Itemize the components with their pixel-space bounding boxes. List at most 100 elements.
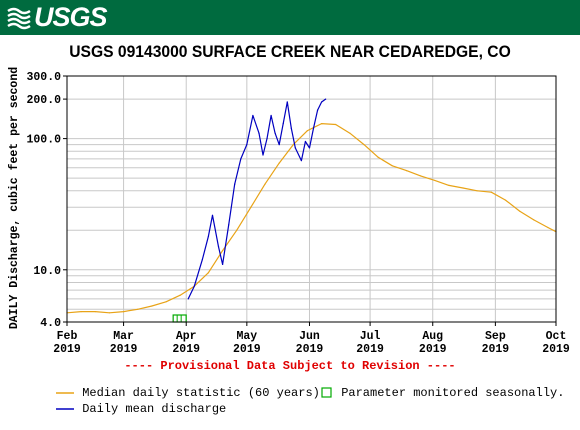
daily-mean-point xyxy=(187,298,189,300)
chart-title: USGS 09143000 SURFACE CREEK NEAR CEDARED… xyxy=(69,42,511,61)
y-tick-label: 100.0 xyxy=(26,134,61,147)
x-tick-label-year: 2019 xyxy=(233,343,261,356)
median-point xyxy=(306,130,309,132)
median-series-line xyxy=(66,122,557,314)
daily-mean-point xyxy=(211,214,214,216)
median-point xyxy=(391,165,393,167)
logo-text: USGS xyxy=(34,2,108,32)
median-point xyxy=(335,123,337,126)
median-point xyxy=(490,191,492,193)
median-point xyxy=(80,311,82,313)
daily-mean-point xyxy=(278,143,280,146)
daily-legend-swatch xyxy=(56,408,74,410)
plot-frame xyxy=(66,75,557,323)
x-tick-label-year: 2019 xyxy=(53,343,81,356)
seasonal-legend-label: Parameter monitored seasonally. xyxy=(341,386,565,400)
median-point xyxy=(278,162,280,164)
daily-mean-point xyxy=(258,132,260,134)
seasonal-legend-swatch xyxy=(321,387,332,398)
daily-legend-label: Daily mean discharge xyxy=(82,402,227,416)
x-tick-label-month: Oct xyxy=(546,330,567,343)
daily-mean-point xyxy=(221,263,224,265)
daily-mean-point xyxy=(240,158,242,160)
daily-mean-point xyxy=(274,132,276,134)
median-point xyxy=(137,308,139,310)
median-legend-swatch xyxy=(56,392,74,394)
median-point xyxy=(533,219,535,221)
daily-mean-point xyxy=(321,101,323,103)
median-point xyxy=(434,179,436,182)
daily-mean-point xyxy=(246,143,248,146)
median-point xyxy=(377,156,379,158)
median-point xyxy=(207,272,210,274)
x-tick-label-year: 2019 xyxy=(419,343,447,356)
daily-mean-point xyxy=(193,285,195,287)
x-tick-label-month: Apr xyxy=(176,330,197,343)
median-point xyxy=(221,250,224,252)
daily-mean-point xyxy=(252,114,254,117)
x-tick-label-year: 2019 xyxy=(296,343,324,356)
daily-mean-point xyxy=(312,127,315,129)
x-tick-label-year: 2019 xyxy=(542,343,570,356)
x-tick-label-month: Aug xyxy=(422,330,443,343)
legend-median: Median daily statistic (60 years) xyxy=(55,386,320,400)
x-tick-label-year: 2019 xyxy=(172,343,200,356)
median-point xyxy=(250,206,252,208)
median-point xyxy=(151,305,153,307)
median-legend-label: Median daily statistic (60 years) xyxy=(82,386,320,400)
x-tick-label-month: Feb xyxy=(57,330,78,343)
daily-mean-point xyxy=(217,246,220,248)
x-tick-label-month: Mar xyxy=(113,330,134,343)
daily-mean-point xyxy=(207,235,210,237)
daily-mean-point xyxy=(304,140,307,143)
daily-mean-point xyxy=(266,137,268,140)
median-point xyxy=(476,190,478,192)
x-tick-label-month: Sep xyxy=(485,330,506,343)
usgs-logo[interactable]: USGS xyxy=(6,2,108,32)
median-point xyxy=(179,294,181,296)
x-tick-label-month: Jun xyxy=(299,330,320,343)
median-point xyxy=(448,184,450,186)
y-tick-label: 300.0 xyxy=(26,71,61,84)
daily-mean-point xyxy=(234,183,236,185)
median-point xyxy=(165,301,167,303)
daily-mean-point xyxy=(201,258,203,261)
daily-mean-point xyxy=(294,147,296,149)
y-axis-label: DAILY Discharge, cubic feet per second xyxy=(8,67,21,329)
median-point xyxy=(504,199,507,201)
daily-mean-point xyxy=(325,98,327,100)
median-point xyxy=(363,143,365,146)
x-tick-label-month: Jul xyxy=(360,330,381,343)
daily-mean-point xyxy=(290,127,292,129)
y-tick-label: 4.0 xyxy=(40,317,61,330)
x-tick-label-year: 2019 xyxy=(482,343,510,356)
median-point xyxy=(122,311,125,313)
median-point xyxy=(420,175,422,177)
usgs-wave-icon xyxy=(7,7,31,29)
y-tick-label: 200.0 xyxy=(26,94,61,107)
median-point xyxy=(547,226,549,229)
legend-seasonal: Parameter monitored seasonally. xyxy=(320,386,564,400)
daily-mean-point xyxy=(228,224,230,226)
median-point xyxy=(321,123,323,125)
median-point xyxy=(264,183,266,185)
x-tick-label-year: 2019 xyxy=(110,343,138,356)
median-point xyxy=(94,311,96,313)
seasonal-marker xyxy=(172,314,187,323)
x-tick-label-year: 2019 xyxy=(356,343,384,356)
median-point xyxy=(236,229,238,231)
median-point xyxy=(108,312,111,314)
median-point xyxy=(405,170,408,172)
median-point xyxy=(292,143,294,146)
provisional-notice: ---- Provisional Data Subject to Revisio… xyxy=(124,359,456,373)
daily-mean-point xyxy=(262,154,264,156)
median-point xyxy=(462,187,464,189)
daily-mean-point xyxy=(316,109,319,111)
daily-mean-point xyxy=(286,101,288,103)
median-point xyxy=(349,132,351,134)
daily-mean-point xyxy=(300,159,302,162)
usgs-banner: USGS xyxy=(0,0,580,35)
daily-mean-point xyxy=(270,114,272,117)
x-tick-label-month: May xyxy=(236,330,257,343)
